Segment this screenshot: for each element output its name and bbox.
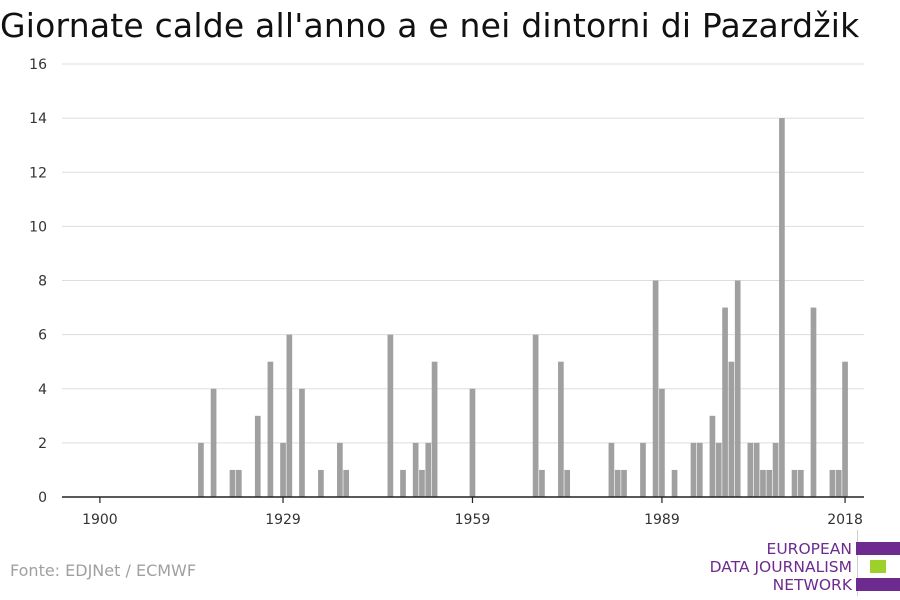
bar xyxy=(842,361,848,497)
bar xyxy=(734,280,741,497)
bar xyxy=(791,469,798,497)
bar xyxy=(747,442,754,497)
bar xyxy=(532,334,539,497)
bar xyxy=(690,442,697,497)
bar xyxy=(640,442,646,497)
bar xyxy=(400,469,406,497)
bar xyxy=(766,469,773,497)
bar xyxy=(286,334,293,497)
bar xyxy=(337,442,343,497)
bar xyxy=(254,415,261,497)
bar xyxy=(210,388,217,497)
logo-bar-3 xyxy=(856,578,900,591)
bar xyxy=(299,388,305,497)
bar xyxy=(709,415,716,497)
bar xyxy=(722,307,728,497)
bar xyxy=(779,118,785,497)
bar xyxy=(419,469,425,497)
x-tick-label: 1989 xyxy=(644,512,680,528)
y-tick-label: 10 xyxy=(29,219,47,235)
bar xyxy=(810,307,817,497)
bar xyxy=(267,361,274,497)
x-axis-ticks xyxy=(99,497,846,503)
bar xyxy=(760,469,766,497)
logo-bar-2 xyxy=(870,560,886,573)
logo-text-line-2: DATA JOURNALISM xyxy=(709,558,852,576)
logo-text-line-1: EUROPEAN xyxy=(766,540,852,558)
bar xyxy=(431,361,438,497)
bar xyxy=(829,469,836,497)
bar xyxy=(229,469,236,497)
logo-divider xyxy=(857,530,858,596)
bar xyxy=(558,361,564,497)
bar xyxy=(469,388,476,497)
bar xyxy=(659,388,665,497)
bar xyxy=(728,361,735,497)
y-tick-label: 4 xyxy=(38,382,47,398)
x-tick-label: 2018 xyxy=(827,512,863,528)
y-tick-label: 16 xyxy=(29,57,47,73)
bar xyxy=(614,469,621,497)
bar xyxy=(198,442,204,497)
bar xyxy=(608,442,615,497)
x-tick-label: 1900 xyxy=(82,512,118,528)
chart-title: Giornate calde all'anno a e nei dintorni… xyxy=(0,6,860,45)
bar xyxy=(387,334,394,497)
y-gridlines xyxy=(62,63,864,444)
bar xyxy=(343,469,350,497)
bar xyxy=(772,442,779,497)
edjnet-logo: EUROPEAN DATA JOURNALISM NETWORK xyxy=(700,530,900,596)
bar xyxy=(798,469,804,497)
y-tick-label: 8 xyxy=(38,274,47,290)
bar xyxy=(671,469,678,497)
bar xyxy=(235,469,242,497)
y-tick-label: 2 xyxy=(38,436,47,452)
bar xyxy=(753,442,760,497)
bar xyxy=(652,280,659,497)
x-tick-label: 1959 xyxy=(455,512,491,528)
bar-series xyxy=(198,118,848,497)
bar xyxy=(621,469,627,497)
logo-bar-1 xyxy=(856,542,900,555)
bar xyxy=(564,469,571,497)
bar xyxy=(696,442,703,497)
y-tick-label: 12 xyxy=(29,165,47,181)
y-tick-label: 6 xyxy=(38,328,47,344)
bar xyxy=(412,442,419,497)
y-axis-tick-labels: 0 2 4 6 8 10 12 14 16 xyxy=(29,57,47,506)
y-tick-label: 14 xyxy=(29,111,47,127)
y-tick-label: 0 xyxy=(38,490,47,506)
source-note: Fonte: EDJNet / ECMWF xyxy=(10,561,197,580)
bar xyxy=(835,469,842,497)
bar xyxy=(318,469,324,497)
x-axis-tick-labels: 1900 1929 1959 1989 2018 xyxy=(82,512,863,528)
bar xyxy=(715,442,722,497)
bar xyxy=(425,442,432,497)
bar xyxy=(539,469,545,497)
bar xyxy=(280,442,286,497)
logo-text-line-3: NETWORK xyxy=(772,576,852,594)
x-tick-label: 1929 xyxy=(265,512,301,528)
